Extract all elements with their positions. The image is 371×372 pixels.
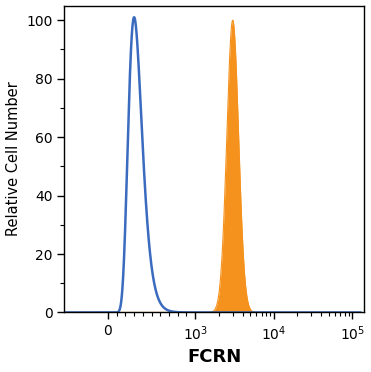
Y-axis label: Relative Cell Number: Relative Cell Number: [6, 81, 20, 236]
X-axis label: FCRN: FCRN: [187, 349, 242, 366]
